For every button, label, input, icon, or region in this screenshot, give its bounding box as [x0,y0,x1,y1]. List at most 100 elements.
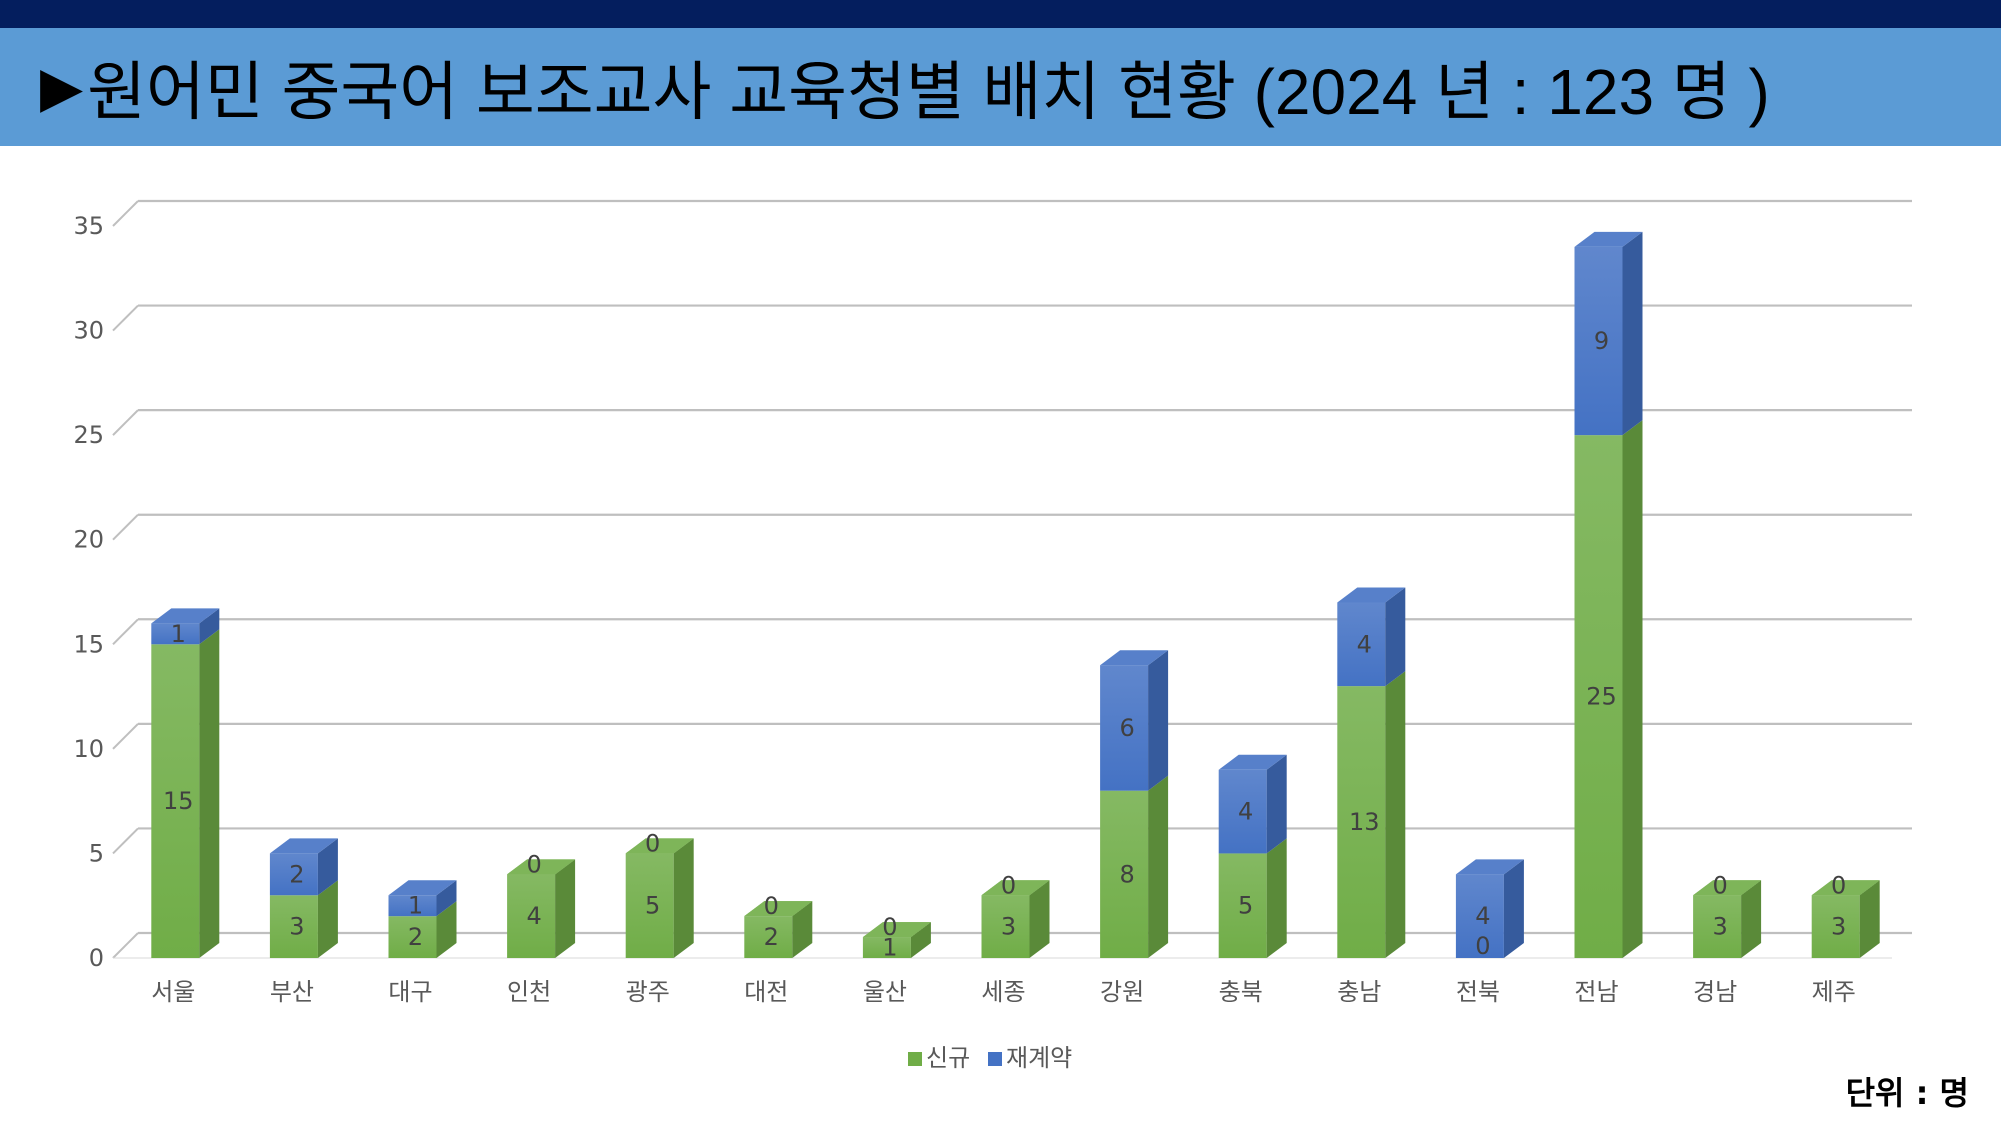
bar-segment [1218,838,1287,958]
data-label: 0 [1831,871,1846,899]
bar-side [1148,775,1169,958]
x-tick-label: 대구 [388,978,432,1006]
bar-segment [1218,754,1287,854]
bar-top [981,880,1050,896]
bar-segment [1100,775,1169,958]
data-label: 5 [645,892,660,920]
bar-front [388,916,437,958]
top-strip [0,0,2001,28]
bar-top [625,838,694,854]
bar-side [436,901,457,958]
x-tick-label: 제주 [1812,978,1856,1006]
data-label: 6 [1119,714,1134,742]
bar-front [1337,602,1386,687]
data-label: 1 [171,620,186,648]
data-label: 0 [764,892,779,920]
bar-front [1574,435,1623,959]
bar-front [1218,853,1267,958]
bar-side [1622,231,1643,436]
gridline-diagonal [112,827,139,855]
bar-segment [1337,671,1406,958]
bar-top [1693,880,1762,896]
legend-swatch [908,1052,922,1066]
bar-side [910,922,931,958]
bar-top [1100,650,1169,666]
bar-segment [269,838,338,896]
bar-front [151,623,200,645]
y-tick-label: 20 [73,526,104,554]
bar-front [269,895,318,958]
bar-front [269,853,318,896]
bar-front [1337,686,1386,958]
bar-segment [862,922,931,938]
bar-segment [1337,587,1406,687]
y-tick-label: 35 [73,212,104,240]
legend-swatch [988,1052,1002,1066]
data-label: 1 [882,934,897,962]
x-tick-label: 충남 [1337,978,1381,1006]
bar-front [1218,769,1267,854]
y-tick-label: 10 [73,735,104,763]
bar-front [1693,895,1742,958]
bar-top [1811,880,1880,896]
y-tick-label: 30 [73,317,104,345]
bar-segment [1574,420,1643,959]
legend: 신규 재계약 [908,1044,1072,1072]
bar-segment [1574,231,1643,436]
bar-side [1622,420,1643,959]
data-label: 0 [1001,871,1016,899]
bar-segment [981,880,1050,896]
bar-top [151,608,220,624]
x-tick-label: 강원 [1100,978,1144,1006]
y-tick-label: 25 [73,421,104,449]
x-tick-label: 충북 [1219,978,1263,1006]
x-tick-label: 대전 [744,978,788,1006]
bar-side [317,838,338,896]
bar-side [1385,671,1406,958]
bar-side [1503,859,1524,958]
x-tick-label: 인천 [507,978,551,1006]
x-tick-label: 울산 [863,978,907,1006]
bar-top [1455,859,1524,875]
bar-side [436,880,457,917]
bar-top [1337,587,1406,603]
y-tick-label: 0 [89,944,104,972]
bar-front [625,853,674,958]
data-label: 0 [1475,932,1490,960]
bar-side [792,901,813,958]
gridline-diagonal [112,723,139,750]
bar-segment [744,901,813,917]
data-label: 2 [408,923,423,951]
y-tick-label: 15 [73,630,104,658]
gridline-diagonal [112,304,139,332]
bar-top [388,880,457,896]
title-bar: ▶ 원어민 중국어 보조교사 교육청별 배치 현황 (2024 년 : 123 … [0,28,2001,146]
gridline-diagonal [112,932,139,959]
bar-side [1266,754,1287,854]
bars [151,231,1880,959]
bar-segment [1811,880,1880,896]
data-label: 0 [882,913,897,941]
bar-front [1574,246,1623,436]
bar-front [507,874,556,958]
y-tick-label: 5 [89,839,104,867]
data-label: 15 [163,787,194,815]
data-label: 3 [289,913,304,941]
bar-segment [1455,859,1524,958]
gridline-diagonal [112,514,139,541]
gridline-diagonal [112,200,139,227]
bar-front [1455,874,1504,958]
x-tick-label: 전북 [1456,978,1500,1006]
bar-segment [1100,650,1169,791]
x-tick-label: 서울 [151,978,195,1006]
bar-side [1266,838,1287,958]
bar-top [269,838,338,854]
bar-front [1811,895,1860,958]
bar-side [199,629,220,958]
bar-side [1741,880,1762,958]
data-label: 1 [408,892,423,920]
bar-front [1100,665,1149,791]
bar-side [1029,880,1050,958]
bar-front [1100,790,1149,958]
data-label: 25 [1586,683,1617,711]
